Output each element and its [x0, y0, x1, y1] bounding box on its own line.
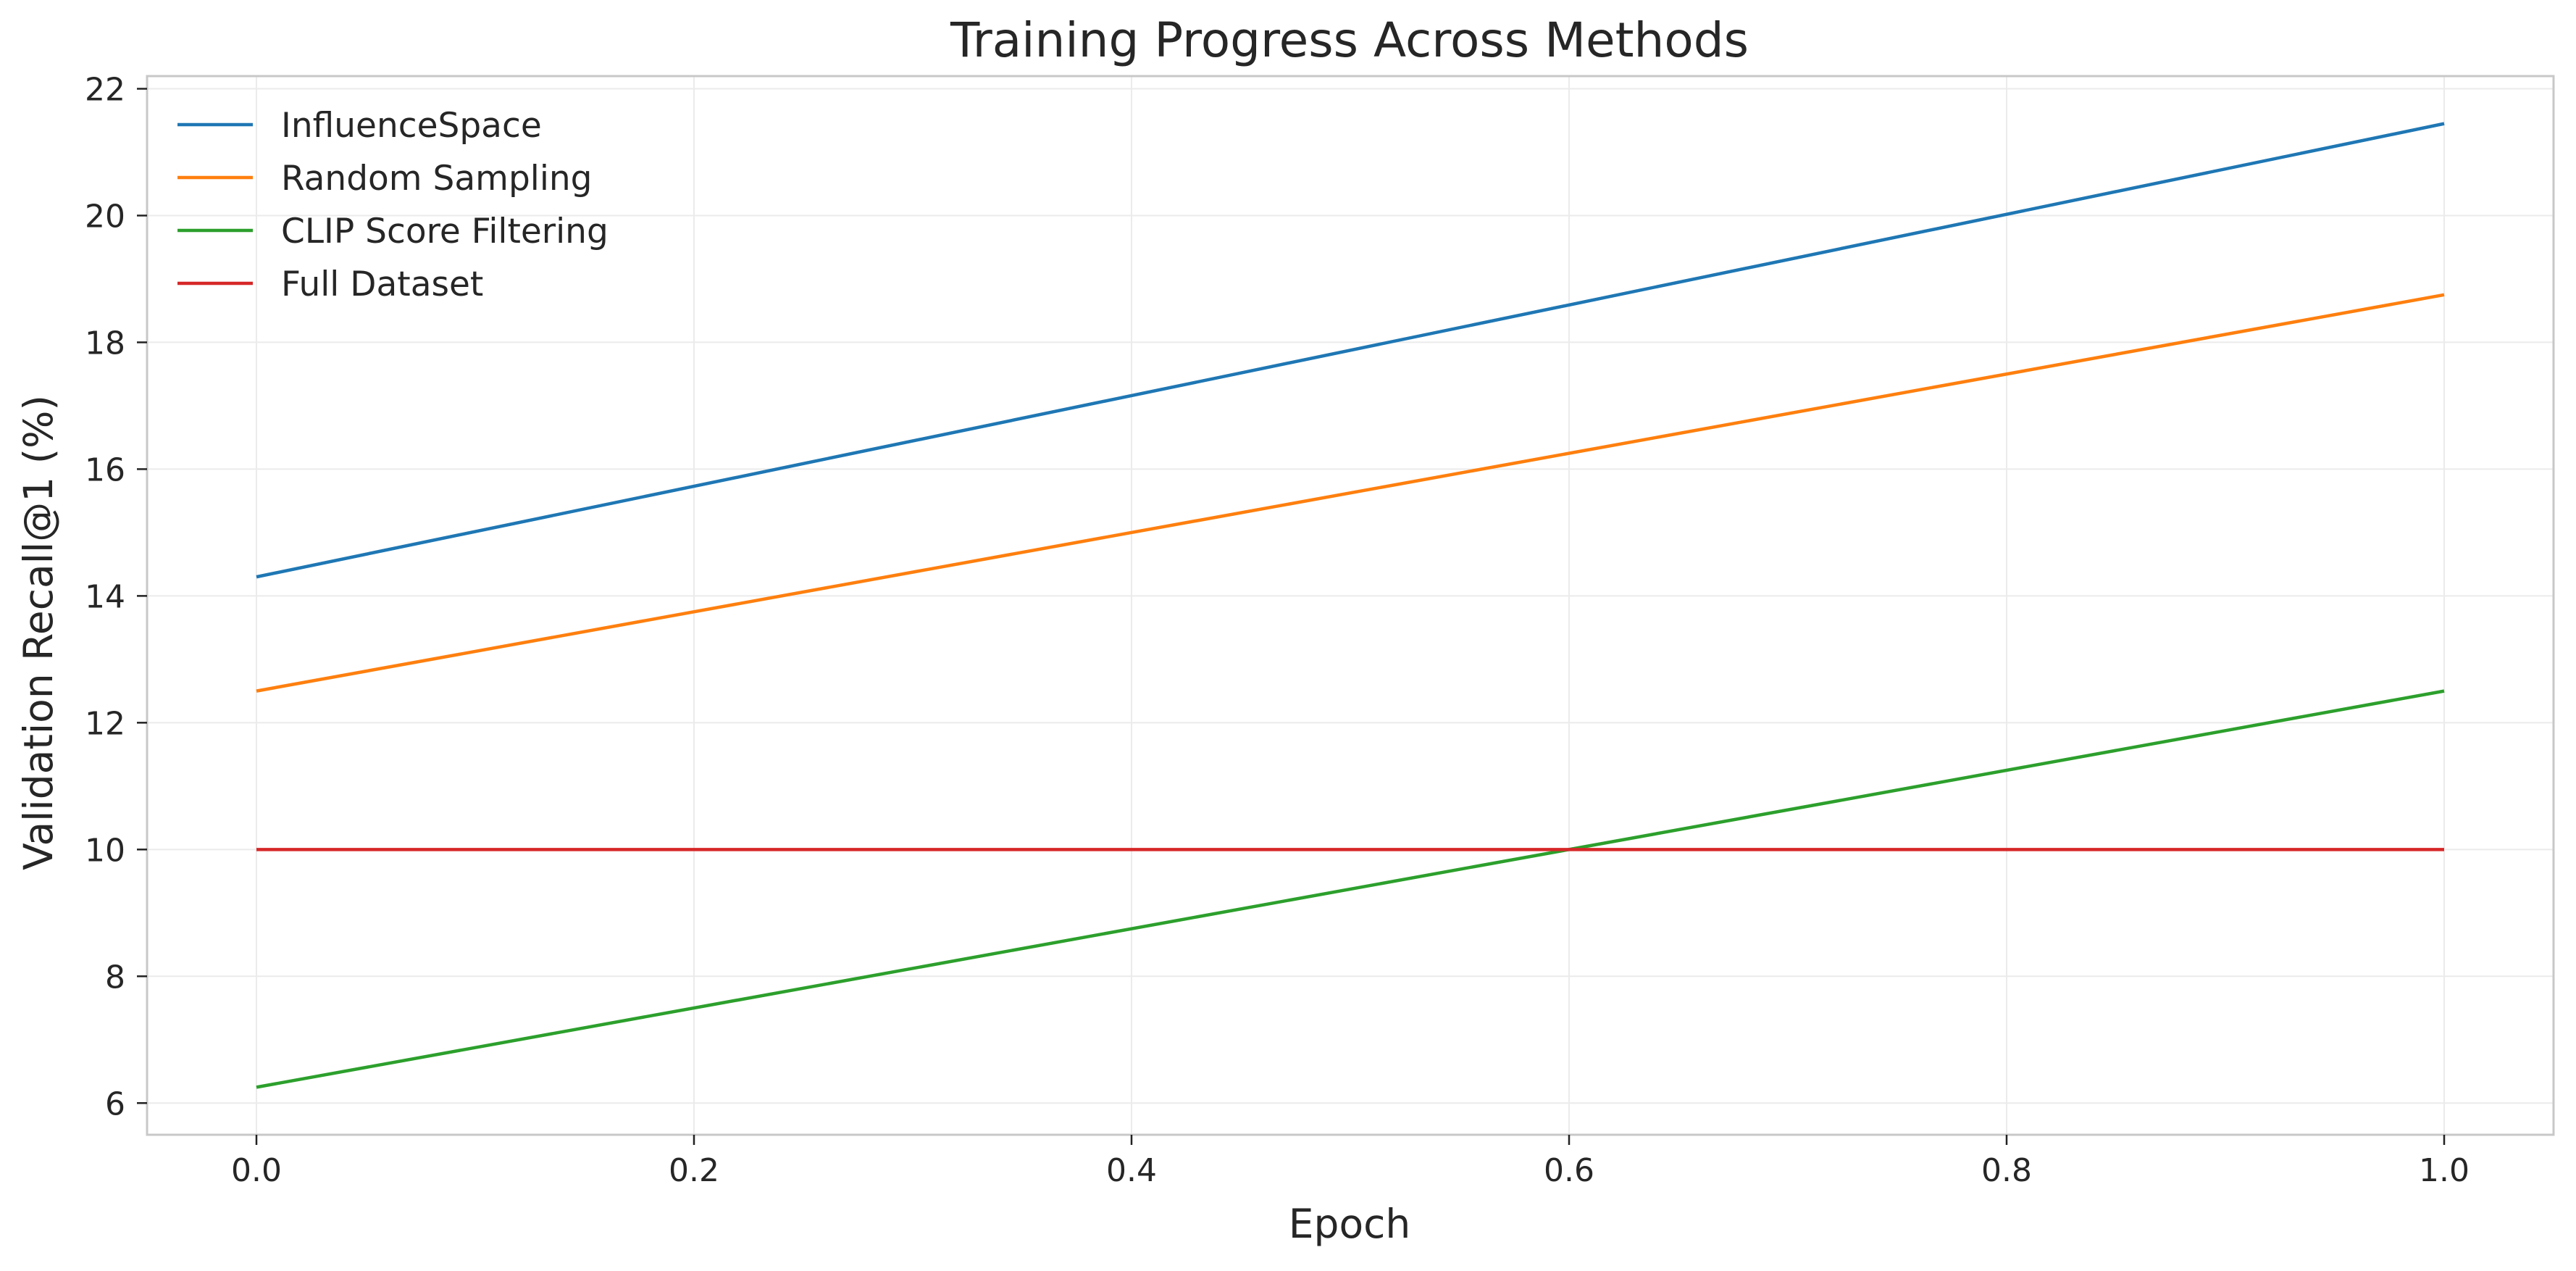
legend: InfluenceSpace Random Sampling CLIP Score … — [177, 106, 609, 304]
x-axis-title: Epoch — [1289, 1201, 1410, 1247]
y-tick-label: 8 — [105, 959, 125, 996]
series-lines — [256, 122, 2445, 1089]
y-axis-title: Validation Recall@1 (%) — [15, 395, 62, 870]
y-tick-label: 18 — [85, 325, 125, 362]
y-tick-label: 22 — [85, 71, 125, 108]
grid — [147, 76, 2554, 1135]
x-tick-label: 0.2 — [669, 1152, 719, 1189]
plot-frame — [146, 75, 2555, 1136]
x-tick-label: 0.6 — [1544, 1152, 1594, 1189]
series-line-random-sampling — [256, 293, 2445, 693]
y-tick-label: 12 — [85, 705, 125, 742]
series-line-clip-score-filtering — [256, 689, 2445, 1089]
y-tick-label: 16 — [85, 451, 125, 488]
x-tick-label: 0.8 — [1981, 1152, 2032, 1189]
chart-title: Training Progress Across Methods — [950, 12, 1749, 68]
y-tick-label: 10 — [85, 832, 125, 869]
legend-label: CLIP Score Filtering — [281, 212, 609, 251]
y-tick-label: 6 — [105, 1085, 125, 1122]
y-tick-label: 14 — [85, 578, 125, 615]
legend-label: InfluenceSpace — [281, 106, 542, 146]
axis-ticks: 0.0 0.2 0.4 0.6 0.8 1.0 6 8 10 12 14 16 18 20 22 — [85, 71, 2470, 1189]
y-tick-label: 20 — [85, 198, 125, 235]
x-tick-label: 0.0 — [231, 1152, 282, 1189]
legend-label: Random Sampling — [281, 159, 593, 199]
legend-label: Full Dataset — [281, 264, 483, 304]
series-line-influencespace — [256, 122, 2445, 579]
x-tick-label: 0.4 — [1106, 1152, 1157, 1189]
x-tick-label: 1.0 — [2419, 1152, 2470, 1189]
